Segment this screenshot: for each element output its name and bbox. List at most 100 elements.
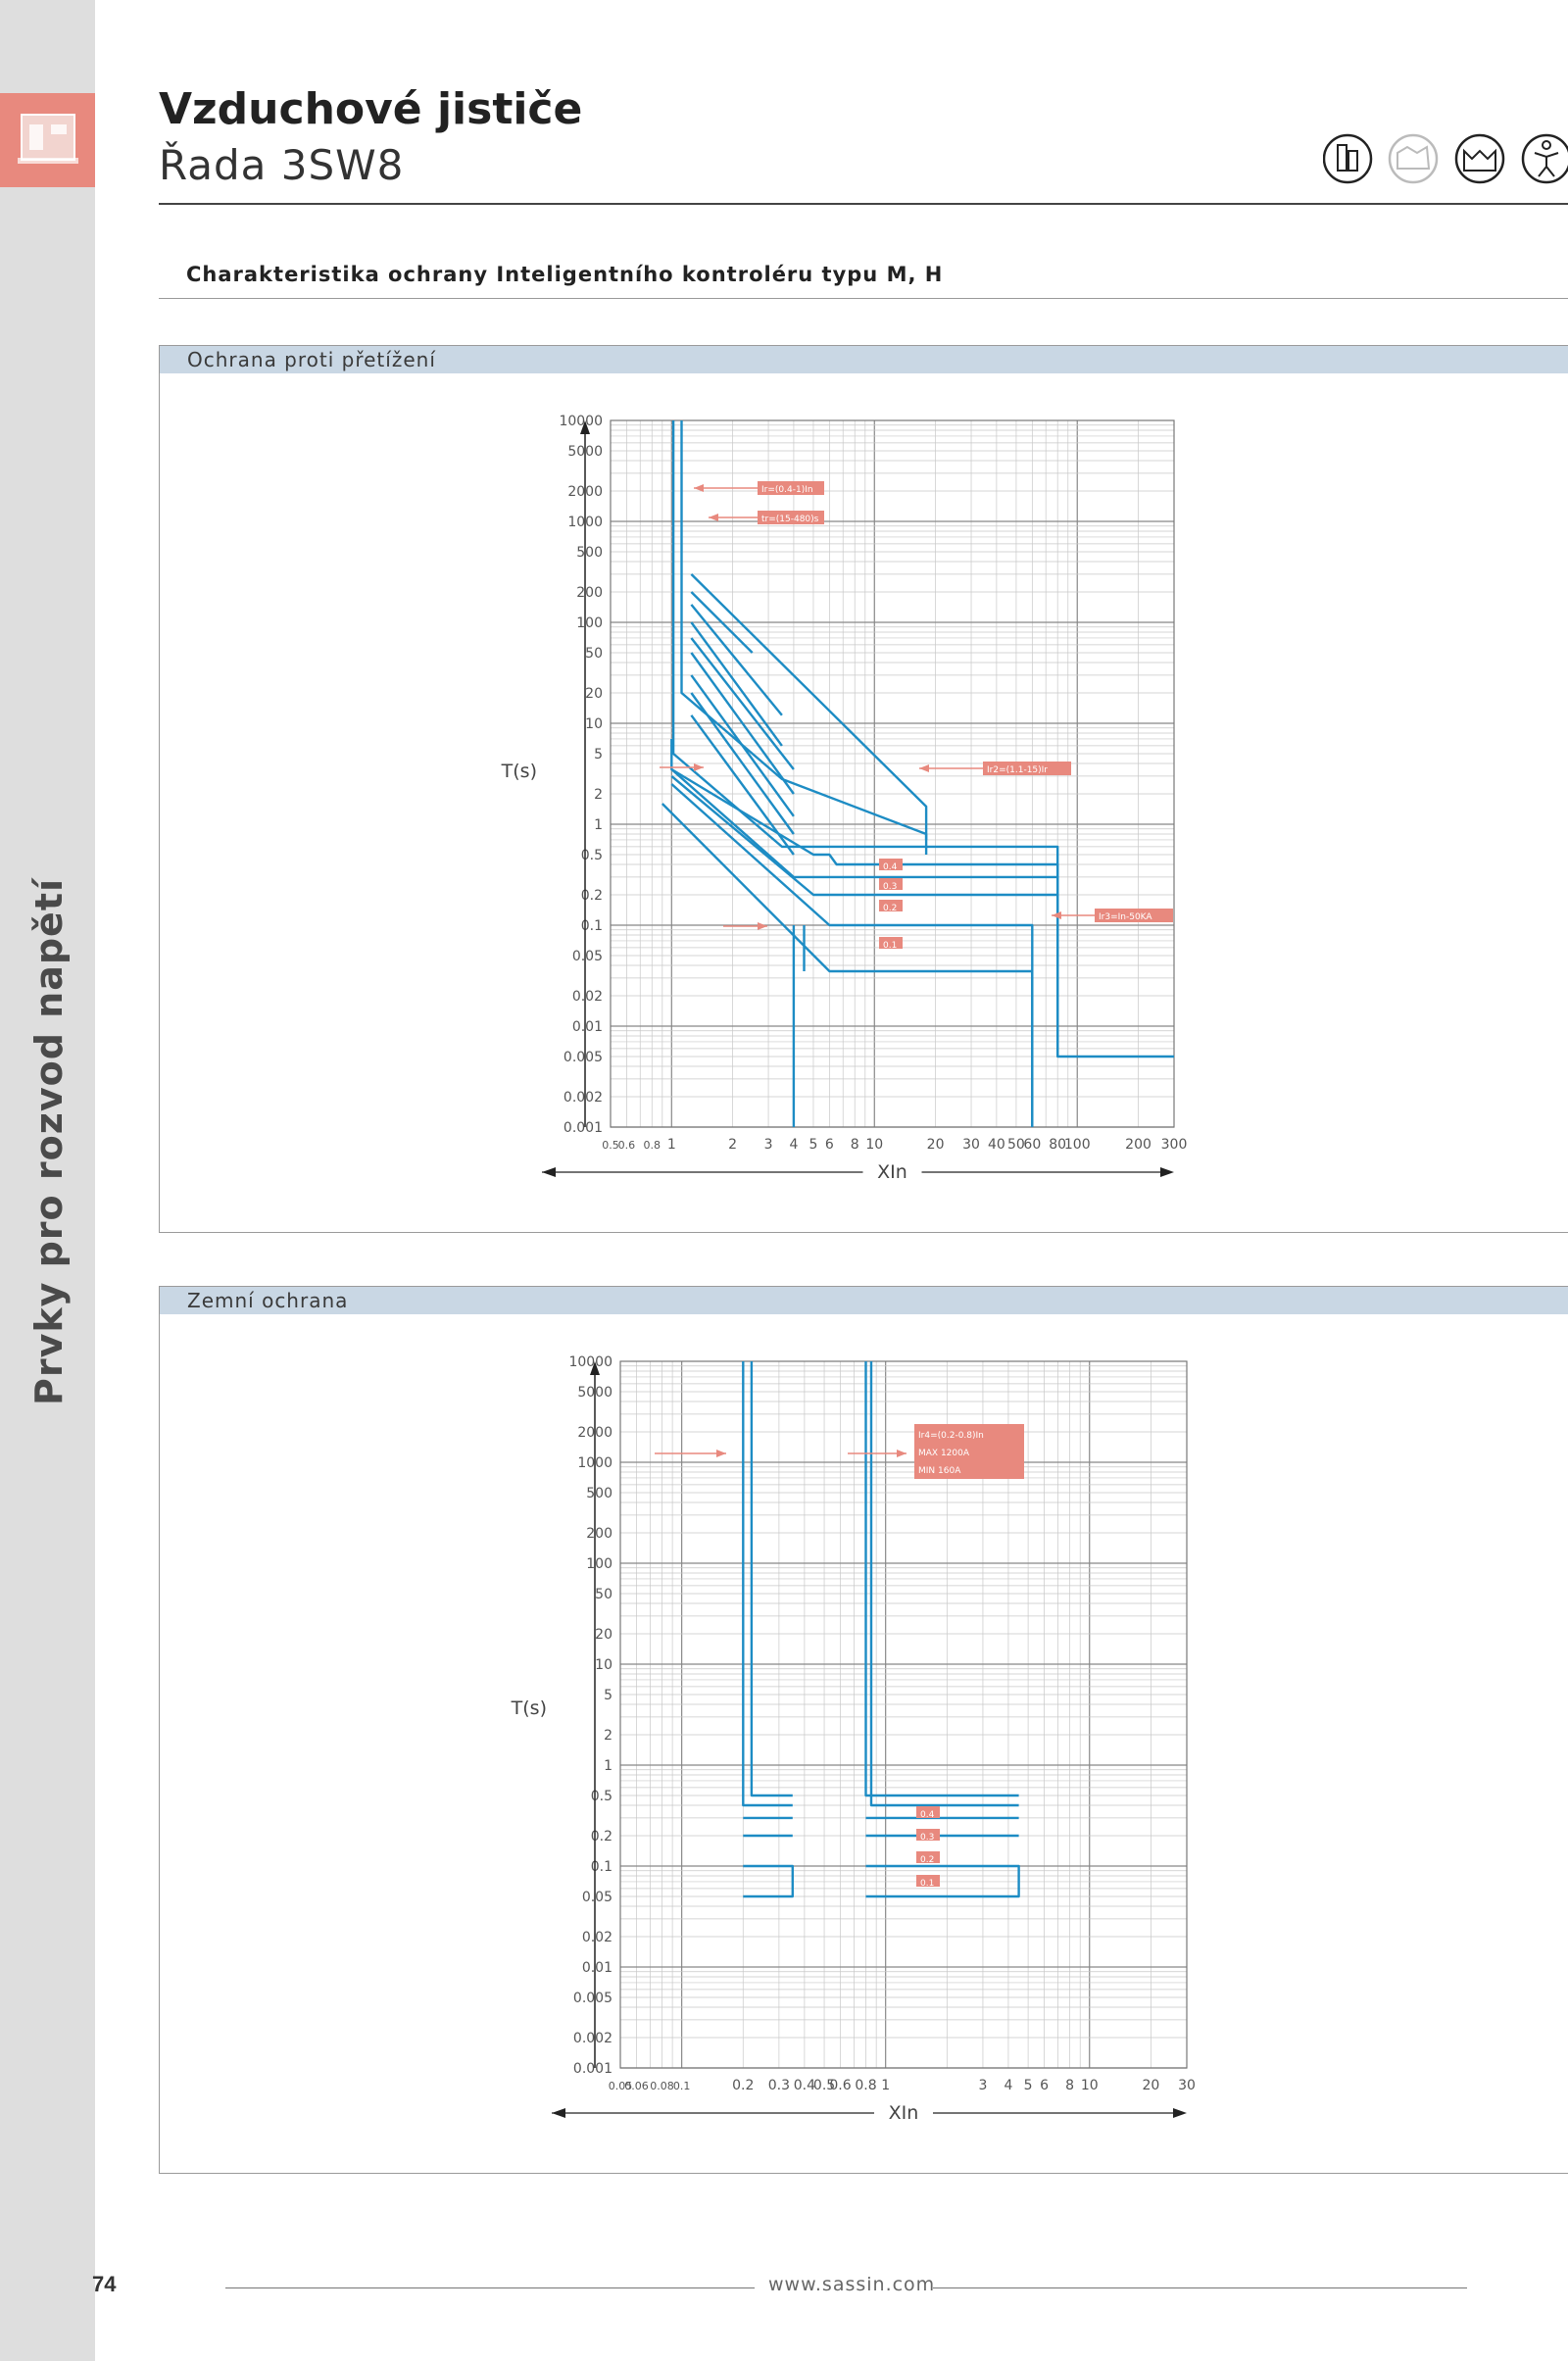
x-tick-label: 0.06 [624,2080,649,2092]
y-tick-label: 0.002 [573,2031,612,2046]
trip-curve-line [865,1864,1020,1898]
breaker-icon [18,114,78,164]
trip-curve-line [750,1361,793,1797]
breaker-thumbnail [0,93,95,187]
annotation-box [983,762,1071,775]
x-tick-label: 0.05 [609,2080,633,2092]
x-tick-label: 8 [851,1137,859,1153]
x-tick-label: 50 [1007,1137,1025,1153]
x-tick-label: 0.6 [829,2078,851,2093]
x-tick-label: 200 [1125,1137,1152,1153]
annotation-arrowhead [694,484,704,492]
y-tick-label: 2 [604,1728,612,1744]
annotation-box [758,481,824,495]
annotation-box [914,1424,1024,1479]
annotation-arrowhead [709,514,718,521]
application-icons [1322,129,1568,188]
page-subtitle: Řada 3SW8 [159,141,405,189]
annotation-label: Ir=(0.4-1)In [761,485,813,495]
y-tick-label: 2 [594,787,603,803]
footer-url: www.sassin.com [768,2274,936,2295]
trip-curve-line [869,1361,1019,1807]
y-tick-label: 50 [585,646,603,662]
x-tick-label: 4 [789,1137,798,1153]
y-tick-label: 10 [595,1657,612,1673]
annotation-label: Ir3=In-50KA [1099,912,1152,922]
trip-curve-line [742,1361,793,1807]
x-tick-label: 0.3 [768,2078,790,2093]
annotation-label: MAX 1200A [918,1449,970,1458]
plot-frame [619,1360,1188,2069]
person-icon [1521,133,1568,184]
trip-curve-line [661,803,1034,1127]
y-tick-label: 1 [594,817,603,833]
ground-protection-panel: Zemní ochrana 10000 5000 2000 1000 500 200 100… [159,1286,1568,2174]
y-tick-label: 0.001 [564,1120,603,1136]
trip-curve-line [690,573,928,840]
annotation-label: MIN 160A [918,1466,961,1476]
annotation-arrowhead [758,922,767,930]
y-tick-label: 500 [586,1486,612,1501]
trip-curve-line [864,1361,1019,1797]
x-tick-label: 0.5 [813,2078,835,2093]
panel-title: Ochrana proti přetížení [187,348,436,371]
y-tick-label: 0.2 [581,888,603,904]
x-tick-label: 0.2 [732,2078,754,2093]
trip-curve-line [690,652,795,795]
annotation-box [758,511,824,524]
trip-curve-line [743,1864,794,1898]
x-tick-label: 30 [1178,2078,1196,2093]
annotation-box [916,1851,940,1863]
x-tick-label: 0.5 [602,1139,619,1152]
x-tick-label: 60 [1023,1137,1041,1153]
annotation-label: Ir4=(0.2-0.8)In [918,1431,984,1441]
x-tick-label: 30 [962,1137,980,1153]
x-axis-arrowhead [1160,1167,1174,1177]
annotation-label: 0.2 [920,1855,934,1865]
y-tick-label: 10000 [568,1354,612,1370]
y-tick-label: 0.01 [582,1960,612,1976]
y-tick-label: 0.1 [581,918,603,934]
footer-rule [933,2287,1467,2288]
annotation-box [1095,909,1173,922]
plot-frame [610,419,1175,1128]
overload-protection-panel: Ochrana proti přetížení 10000 5000 2000 100… [159,345,1568,1233]
annotation-box [916,1829,940,1841]
x-tick-label: 1 [881,2078,890,2093]
y-tick-label: 0.001 [573,2061,612,2077]
annotation-box [879,900,903,911]
y-tick-label: 0.01 [572,1019,603,1035]
x-tick-label: 0.8 [855,2078,876,2093]
header-divider [159,203,1568,205]
x-tick-label: 0.1 [673,2080,691,2092]
trip-curve-line [690,692,795,835]
y-tick-label: 20 [585,686,603,702]
y-tick-label: 5 [604,1688,612,1703]
y-tick-label: 0.002 [564,1090,603,1106]
y-tick-label: 100 [576,615,603,631]
y-tick-label: 0.02 [582,1930,612,1945]
x-tick-label: 40 [988,1137,1005,1153]
y-tick-label: 0.5 [591,1789,612,1804]
x-tick-label: 6 [825,1137,834,1153]
annotation-box [879,937,903,949]
overload-protection-chart: 100005000200010005002001005020105210.50.… [501,414,1188,1183]
trip-curve-line [690,637,795,770]
trip-curve-line [690,674,795,817]
x-axis-label: XIn [877,1161,907,1183]
annotation-arrowhead [897,1450,906,1457]
y-tick-label: 0.1 [591,1859,612,1875]
x-axis-arrowhead [552,2108,565,2118]
annotation-box [879,859,903,870]
y-tick-label: 0.2 [591,1829,612,1845]
x-tick-label: 10 [1081,2078,1099,2093]
x-tick-label: 2 [728,1137,737,1153]
y-tick-label: 10 [585,716,603,732]
y-tick-label: 5 [594,747,603,762]
y-tick-label: 0.5 [581,848,603,863]
factory-icon [1388,133,1439,184]
x-tick-label: 10 [865,1137,883,1153]
panel-header-bar: Zemní ochrana [160,1287,1568,1314]
trip-curve-line [690,604,783,716]
annotation-arrowhead [1052,911,1061,919]
